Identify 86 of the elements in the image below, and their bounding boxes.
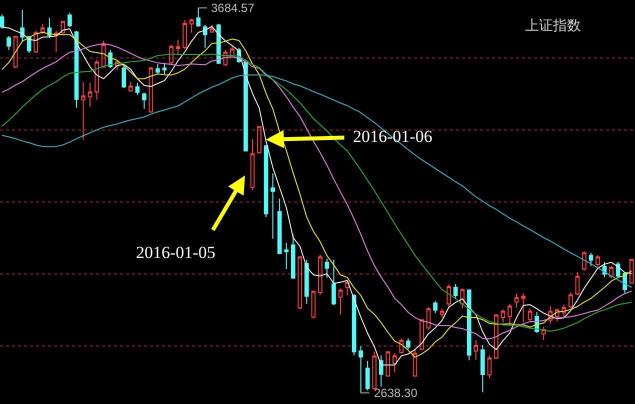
candlestick — [264, 144, 268, 218]
candlestick — [290, 234, 296, 280]
candlestick — [40, 23, 45, 34]
candlestick — [250, 138, 255, 190]
candlestick — [318, 254, 322, 296]
candlestick — [386, 350, 390, 378]
candlestick — [189, 18, 194, 34]
candlestick — [358, 346, 363, 394]
candlestick — [298, 256, 302, 310]
candlestick — [257, 126, 262, 154]
candlestick — [94, 59, 99, 100]
annotation: 2638.30 — [374, 386, 418, 400]
candlestick — [345, 280, 350, 296]
candlestick — [324, 258, 330, 278]
annotation: 2016-01-05 — [136, 243, 216, 262]
candlestick — [365, 360, 370, 391]
candlestick — [548, 306, 553, 324]
candlestick — [169, 44, 174, 66]
candlestick — [68, 12, 72, 28]
candlestick — [223, 50, 228, 66]
candlestick — [446, 284, 451, 309]
candlestick — [568, 292, 573, 309]
candlestick — [88, 82, 92, 108]
candlestick — [629, 258, 634, 284]
candlestick — [128, 82, 133, 92]
candlestick — [399, 338, 404, 354]
candlestick — [148, 66, 154, 114]
candlestick — [582, 250, 586, 272]
candlestick — [20, 9, 24, 42]
candlestick — [508, 303, 512, 326]
candlestick — [426, 306, 431, 330]
candlestick — [60, 20, 66, 34]
candlestick — [541, 326, 546, 340]
candlestick — [270, 172, 275, 240]
candlestick — [54, 30, 58, 52]
candlestick — [135, 82, 140, 96]
annotation: 3684.57 — [211, 1, 255, 15]
candlestick — [0, 14, 4, 30]
candlestick — [230, 45, 234, 58]
candlestick — [460, 288, 465, 309]
candlestick — [453, 284, 458, 300]
candlestick — [528, 308, 532, 323]
candlestick — [406, 338, 410, 350]
candlestick — [13, 36, 18, 69]
candlestick — [412, 348, 418, 378]
candlestick — [277, 198, 282, 254]
candlestick — [142, 92, 146, 110]
candlestick — [311, 290, 316, 319]
candlestick — [514, 293, 519, 308]
candlestick — [162, 62, 167, 74]
candlestick — [392, 352, 397, 373]
candlestick — [440, 308, 444, 318]
text: 上证指数 — [525, 18, 581, 34]
candlestick — [244, 60, 248, 152]
candlestick — [304, 259, 309, 304]
candlestick — [521, 293, 526, 323]
candlestick — [122, 65, 126, 88]
candlestick — [34, 30, 38, 54]
candlestick — [500, 308, 506, 323]
candlestick — [420, 319, 424, 350]
candlestick — [332, 259, 336, 306]
candlestick — [182, 19, 187, 50]
candlestick — [156, 64, 160, 74]
candlestick — [609, 266, 614, 279]
candlestick — [554, 308, 560, 322]
candlestick — [114, 59, 120, 71]
candlestick — [466, 289, 472, 361]
candlestick — [562, 304, 566, 318]
candlestick — [378, 354, 384, 388]
candlestick — [433, 300, 438, 314]
candlestick — [47, 18, 52, 38]
candlestick — [210, 24, 214, 34]
candlestick — [284, 242, 289, 270]
candlestick — [487, 354, 492, 379]
candlestick — [6, 36, 11, 51]
candlestick — [81, 82, 86, 140]
candlestick — [101, 40, 106, 68]
candlestick — [338, 288, 343, 316]
candlestick — [575, 272, 580, 296]
candlestick — [494, 314, 498, 360]
candlestick — [588, 252, 594, 267]
candlestick — [596, 254, 600, 268]
candlestick — [196, 7, 201, 28]
candlestick — [176, 39, 180, 55]
candlestick — [480, 344, 485, 393]
candlestick — [474, 339, 478, 360]
